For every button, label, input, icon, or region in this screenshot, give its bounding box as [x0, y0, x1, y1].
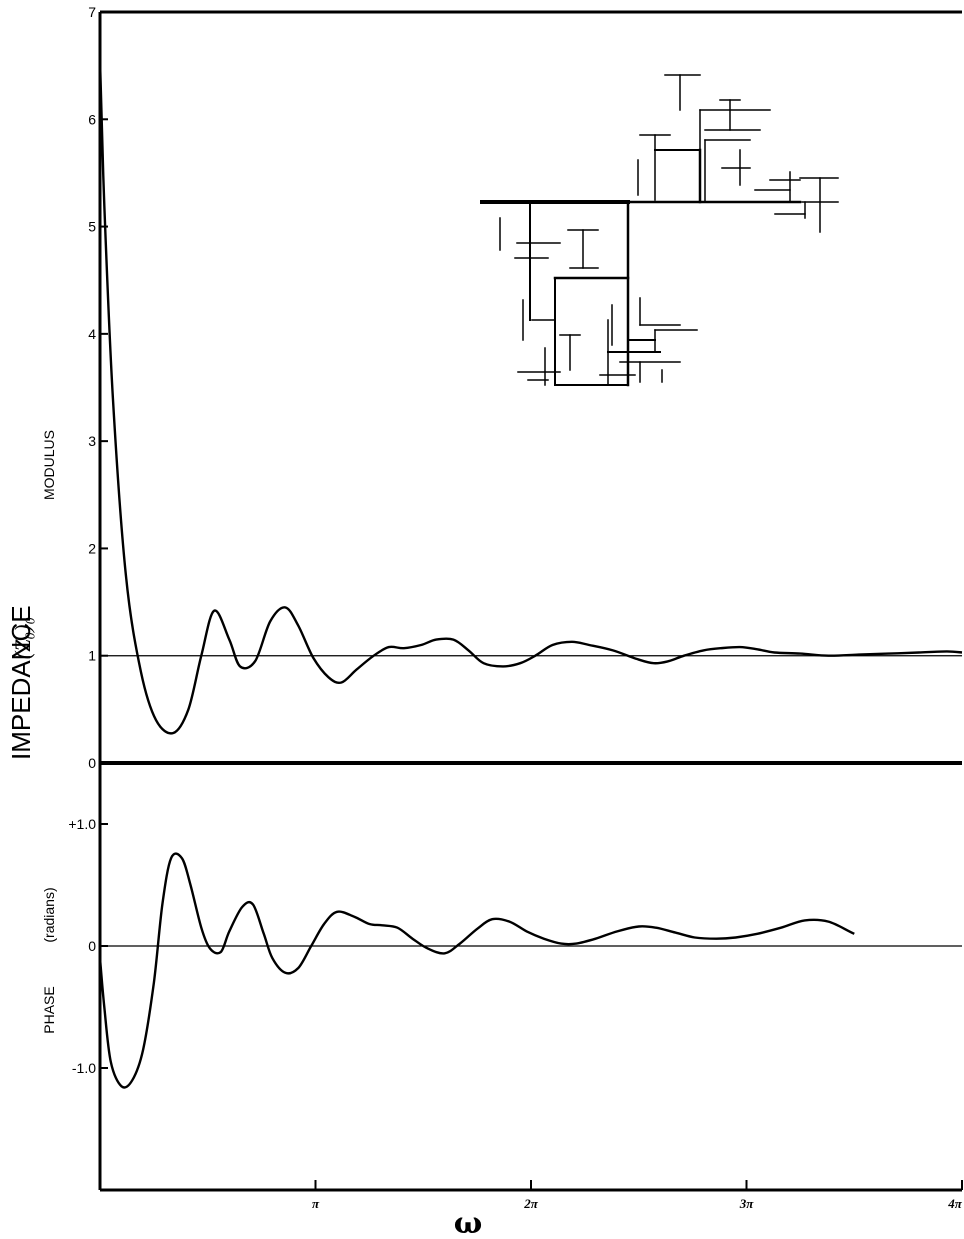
impedance-unit-label: (Z₀)₀	[10, 617, 35, 659]
phase-y-tick-label: 0	[88, 938, 96, 954]
x-tick-label: 4π	[947, 1196, 963, 1211]
modulus-axis-label: MODULUS	[41, 430, 57, 500]
modulus-y-tick-label: 2	[88, 540, 96, 556]
phase-y-tick-label: -1.0	[72, 1060, 96, 1076]
modulus-y-tick-label: 3	[88, 433, 96, 449]
phase-axis-label: PHASE	[41, 986, 57, 1033]
x-ticks: π 2π 3π 4π	[312, 1180, 963, 1211]
modulus-y-tick-label: 1	[88, 648, 96, 664]
modulus-y-tick-label: 7	[88, 4, 96, 20]
modulus-y-ticks: 0 1 2 3 4 5 6 7	[88, 4, 108, 771]
modulus-y-tick-label: 4	[88, 326, 96, 342]
omega-axis-label: ω	[454, 1206, 483, 1239]
x-tick-label: 2π	[523, 1196, 539, 1211]
modulus-curve	[98, 60, 963, 735]
modulus-y-tick-label: 6	[88, 111, 96, 127]
impedance-axis-label: IMPEDANCE	[6, 605, 36, 760]
phase-y-tick-label: +1.0	[68, 816, 96, 832]
plot-frame	[98, 10, 962, 1192]
x-tick-label: 3π	[739, 1196, 755, 1211]
x-tick-label: π	[312, 1196, 320, 1211]
phase-curve	[98, 852, 855, 1089]
modulus-y-tick-label: 0	[88, 755, 96, 771]
phase-y-ticks: +1.0 0 -1.0	[68, 816, 108, 1076]
phase-unit-label: (radians)	[41, 887, 57, 942]
modulus-y-tick-label: 5	[88, 219, 96, 235]
branching-tree-inset	[480, 74, 839, 387]
